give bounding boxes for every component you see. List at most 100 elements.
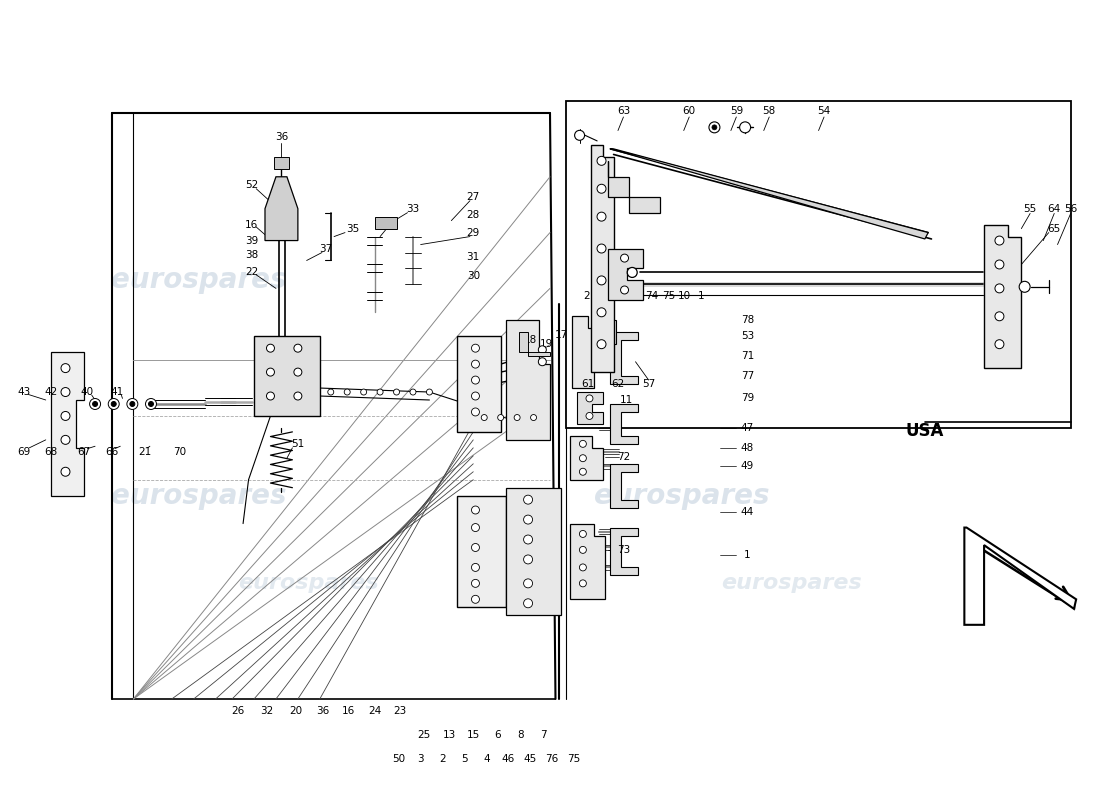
Text: 52: 52 xyxy=(245,180,258,190)
Circle shape xyxy=(60,435,70,444)
Circle shape xyxy=(597,244,606,253)
Text: 59: 59 xyxy=(729,106,743,117)
Polygon shape xyxy=(52,352,84,496)
Text: eurospares: eurospares xyxy=(239,574,380,594)
Text: 12: 12 xyxy=(629,291,642,302)
Polygon shape xyxy=(572,316,594,388)
Circle shape xyxy=(580,454,586,462)
Circle shape xyxy=(708,122,719,133)
Circle shape xyxy=(266,392,275,400)
Polygon shape xyxy=(456,496,506,607)
Text: 71: 71 xyxy=(740,351,754,361)
Text: 19: 19 xyxy=(540,339,553,349)
Text: 26: 26 xyxy=(231,706,244,716)
Circle shape xyxy=(580,440,586,447)
Text: 50: 50 xyxy=(393,754,405,764)
Circle shape xyxy=(994,260,1004,269)
Polygon shape xyxy=(506,488,561,615)
Text: 44: 44 xyxy=(740,506,754,517)
Circle shape xyxy=(361,389,366,395)
Text: 18: 18 xyxy=(524,335,537,346)
Text: 40: 40 xyxy=(80,387,94,397)
Polygon shape xyxy=(274,157,289,169)
Text: 6: 6 xyxy=(494,730,501,740)
Circle shape xyxy=(574,130,584,140)
Bar xyxy=(566,101,1070,428)
Circle shape xyxy=(597,308,606,317)
Text: 15: 15 xyxy=(466,730,480,740)
Polygon shape xyxy=(456,336,501,432)
Polygon shape xyxy=(610,404,638,444)
Text: 65: 65 xyxy=(1047,223,1060,234)
Text: 42: 42 xyxy=(45,387,58,397)
Circle shape xyxy=(294,392,301,400)
Circle shape xyxy=(60,467,70,476)
Text: 34: 34 xyxy=(383,220,397,230)
Circle shape xyxy=(524,535,532,544)
Text: 76: 76 xyxy=(546,754,559,764)
Polygon shape xyxy=(610,464,638,508)
Text: 16: 16 xyxy=(245,220,258,230)
Circle shape xyxy=(472,543,480,551)
Circle shape xyxy=(344,389,350,395)
Text: USA: USA xyxy=(905,422,944,439)
Circle shape xyxy=(472,506,480,514)
Circle shape xyxy=(580,546,586,554)
Circle shape xyxy=(530,414,537,421)
Text: 14: 14 xyxy=(596,291,609,302)
Text: 1: 1 xyxy=(698,291,705,302)
Text: 73: 73 xyxy=(617,545,630,555)
Circle shape xyxy=(266,344,275,352)
Circle shape xyxy=(712,125,717,130)
Circle shape xyxy=(266,368,275,376)
Text: 62: 62 xyxy=(612,379,625,389)
Text: eurospares: eurospares xyxy=(111,482,287,510)
Text: 68: 68 xyxy=(45,447,58,457)
Text: 16: 16 xyxy=(342,706,355,716)
Circle shape xyxy=(472,376,480,384)
Circle shape xyxy=(294,344,301,352)
Text: eurospares: eurospares xyxy=(594,482,769,510)
Text: 7: 7 xyxy=(540,730,547,740)
Circle shape xyxy=(481,414,487,421)
Polygon shape xyxy=(594,320,616,344)
Text: 9: 9 xyxy=(616,291,623,302)
Text: 3: 3 xyxy=(417,754,424,764)
Circle shape xyxy=(328,389,333,395)
Circle shape xyxy=(524,599,532,608)
Text: 29: 29 xyxy=(466,227,480,238)
Text: 31: 31 xyxy=(466,251,480,262)
Text: 39: 39 xyxy=(245,235,258,246)
Text: 36: 36 xyxy=(317,706,330,716)
Polygon shape xyxy=(965,527,1076,625)
Circle shape xyxy=(89,398,100,410)
Text: 2: 2 xyxy=(583,291,590,302)
Circle shape xyxy=(994,312,1004,321)
Circle shape xyxy=(597,340,606,349)
Text: 23: 23 xyxy=(393,706,406,716)
Circle shape xyxy=(597,184,606,194)
Circle shape xyxy=(497,414,504,421)
Text: 49: 49 xyxy=(740,461,754,471)
Text: 63: 63 xyxy=(617,106,630,117)
Circle shape xyxy=(580,530,586,538)
Circle shape xyxy=(60,364,70,373)
Circle shape xyxy=(472,408,480,416)
Circle shape xyxy=(620,286,628,294)
Text: 21: 21 xyxy=(138,447,151,457)
Polygon shape xyxy=(969,535,1074,623)
Text: 43: 43 xyxy=(18,387,31,397)
Text: 24: 24 xyxy=(368,706,382,716)
Text: 32: 32 xyxy=(261,706,274,716)
Text: 38: 38 xyxy=(245,250,258,260)
Text: 20: 20 xyxy=(289,706,302,716)
Text: 30: 30 xyxy=(466,271,480,282)
Text: 74: 74 xyxy=(646,291,659,302)
Text: 36: 36 xyxy=(275,132,288,142)
Circle shape xyxy=(145,398,156,410)
Circle shape xyxy=(597,156,606,166)
Text: 56: 56 xyxy=(1064,204,1077,214)
Circle shape xyxy=(394,389,399,395)
Circle shape xyxy=(620,254,628,262)
Text: 70: 70 xyxy=(173,447,186,457)
